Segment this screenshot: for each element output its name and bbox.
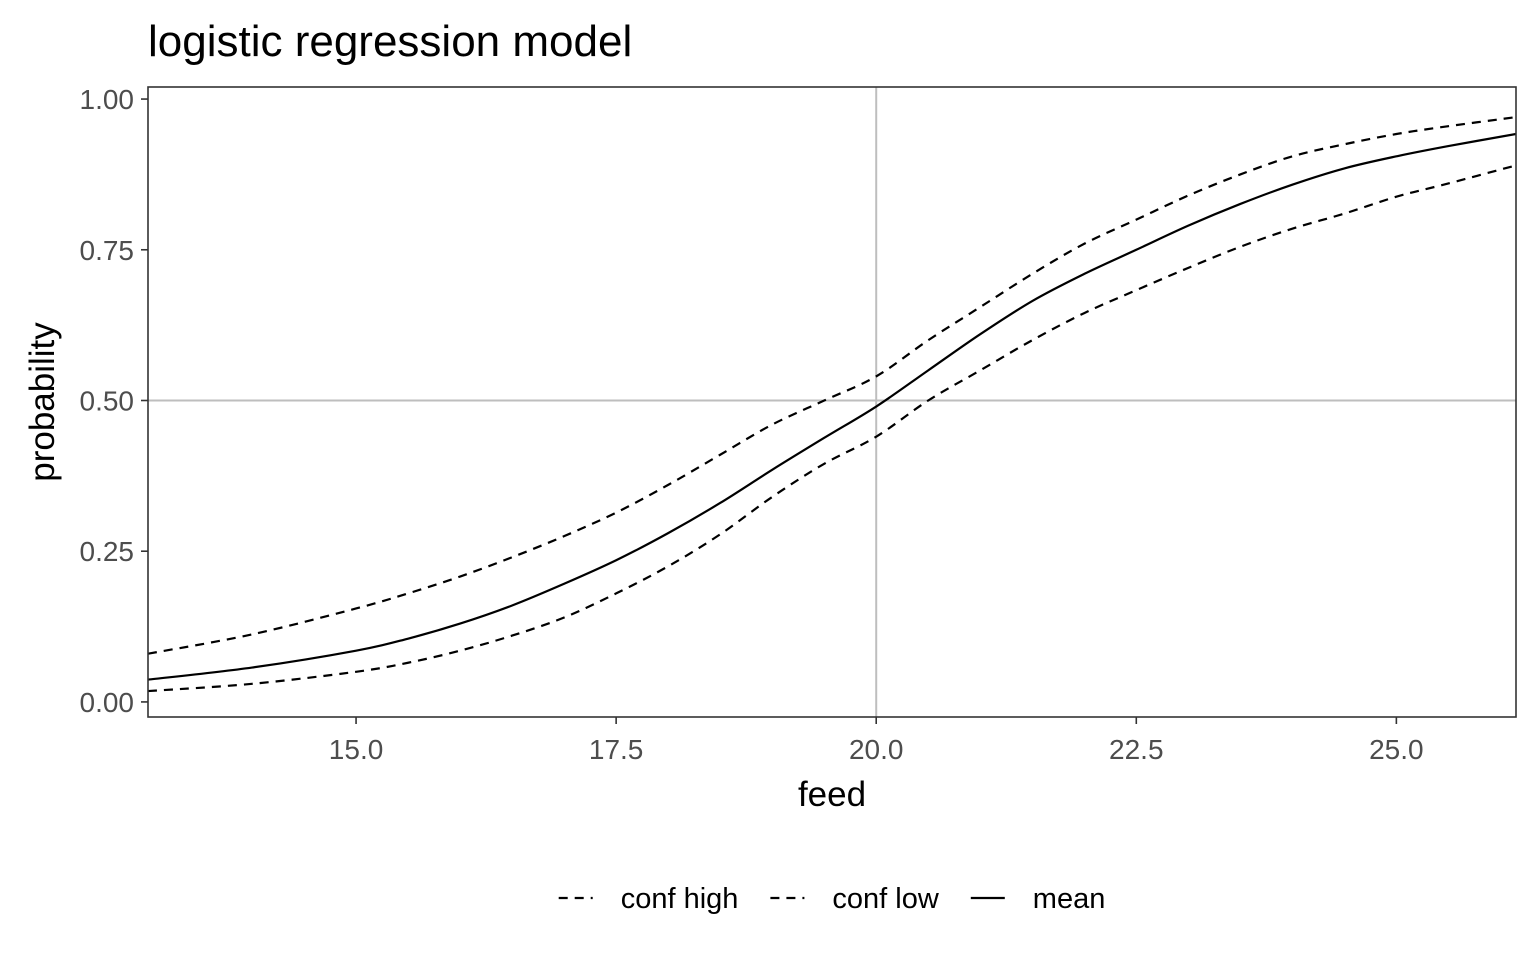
x-tick-label: 15.0 <box>329 734 384 765</box>
x-tick-label: 17.5 <box>589 734 644 765</box>
x-tick-label: 25.0 <box>1369 734 1424 765</box>
chart-title: logistic regression model <box>148 17 632 66</box>
series-line-mean <box>148 132 1516 681</box>
series-line-conf-low <box>148 164 1516 693</box>
legend: conf high conf low mean <box>558 883 1106 915</box>
y-tick-label: 0.00 <box>80 687 135 718</box>
x-tick-label: 20.0 <box>849 734 904 765</box>
legend-label-mean: mean <box>1033 883 1106 915</box>
y-tick-label: 0.50 <box>80 385 135 416</box>
plot-background <box>148 87 1516 717</box>
series-group <box>148 116 1516 693</box>
legend-item-conf-low: conf low <box>770 883 940 915</box>
legend-label-conf-low: conf low <box>832 883 939 915</box>
legend-item-mean: mean <box>970 883 1106 915</box>
legend-item-conf-high: conf high <box>558 883 739 915</box>
plot-border <box>147 86 1517 718</box>
y-tick-label: 0.75 <box>80 235 135 266</box>
plot-area: 15.0 17.5 20.0 22.5 25.0 0.00 0.25 0.50 0.75 1.00 <box>80 84 1517 765</box>
legend-label-conf-high: conf high <box>621 883 739 915</box>
y-tick-label: 1.00 <box>80 84 135 115</box>
y-tick-label: 0.25 <box>80 536 135 567</box>
x-axis-title: feed <box>798 775 866 814</box>
series-line-conf-high <box>148 116 1516 655</box>
x-tick-label: 22.5 <box>1109 734 1164 765</box>
y-axis-title: probability <box>23 322 62 482</box>
